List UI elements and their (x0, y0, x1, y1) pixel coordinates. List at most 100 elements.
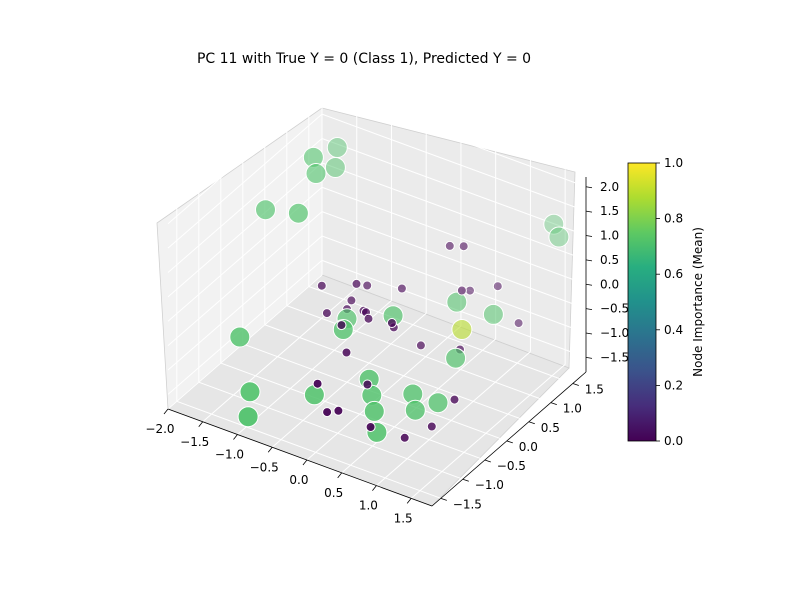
x-tick-label: −0.5 (250, 460, 279, 474)
y-tick-label: −1.0 (475, 478, 504, 492)
z-grid-back (321, 138, 587, 236)
x-tick-label: −1.0 (215, 448, 244, 462)
z-tick-label: 0.0 (600, 277, 619, 291)
z-tick-mark (585, 186, 593, 189)
x-tick-mark (163, 408, 169, 415)
point-important (445, 347, 467, 369)
z-tick-label: −1.5 (600, 350, 629, 364)
point-low (316, 280, 327, 291)
point-important (326, 137, 348, 158)
point-low (321, 308, 332, 319)
grid-lines (167, 80, 587, 499)
y-axis-line (431, 371, 587, 507)
point-low (346, 295, 357, 306)
point-low (492, 281, 503, 292)
point-low (444, 240, 455, 251)
z-grid-left (167, 259, 323, 395)
z-tick-label: −1.0 (600, 326, 629, 340)
z-tick-label: 0.5 (600, 253, 619, 267)
z-tick-mark (585, 356, 593, 359)
z-tick-label: 2.0 (600, 180, 619, 194)
y-tick-mark (484, 459, 491, 463)
y-tick-mark (440, 497, 447, 501)
y-tick-label: −1.5 (453, 497, 482, 511)
point-important (255, 199, 276, 221)
x-grid-floor (410, 363, 566, 499)
point-low (426, 421, 437, 432)
colorbar-gradient (627, 162, 657, 442)
z-grid-left (167, 89, 323, 225)
point-low (333, 405, 344, 416)
point-low (341, 347, 352, 358)
axes: −2.0−1.5−1.0−0.50.00.51.01.5−1.5−1.0−0.5… (145, 177, 629, 525)
colorbar-tick-label: 0.8 (664, 212, 683, 226)
point-important (303, 384, 325, 406)
z-grid-left (167, 113, 323, 249)
point-important (427, 392, 449, 414)
x-tick-mark (337, 472, 342, 479)
x-tick-label: 0.0 (289, 473, 308, 487)
z-grid-back (321, 89, 587, 188)
z-grid-back (321, 211, 587, 310)
point-important (305, 163, 327, 184)
x-tick-mark (372, 485, 377, 491)
z-tick-mark (585, 235, 593, 237)
colorbar: 0.0 0.2 0.4 0.6 0.8 1.0 Node Importance (Mean… (627, 156, 705, 448)
x-tick-label: 1.5 (394, 511, 413, 525)
x-tick-mark (406, 498, 412, 504)
x-tick-label: −2.0 (145, 422, 174, 436)
data-points (229, 137, 570, 443)
x-tick-mark (302, 459, 308, 466)
z-tick-label: 1.5 (600, 204, 619, 218)
z-grid-left (167, 235, 323, 371)
point-low (396, 283, 407, 294)
point-low (365, 422, 376, 432)
y-tick-label: −0.5 (497, 459, 526, 473)
y-grid-floor (264, 324, 529, 423)
point-low (336, 320, 347, 331)
x-grid-floor (306, 325, 462, 461)
colorbar-tick-label: 0.0 (664, 434, 683, 448)
point-important (451, 319, 473, 340)
x-tick-label: 0.5 (324, 486, 343, 500)
y-tick-label: 0.5 (541, 421, 560, 435)
point-low (362, 379, 373, 390)
point-important (548, 226, 570, 248)
x-grid-floor (376, 351, 531, 486)
y-grid-floor (220, 362, 485, 461)
y-grid-floor (176, 400, 441, 499)
point-important (237, 406, 259, 428)
z-tick-mark (585, 308, 593, 311)
point-important (482, 303, 504, 325)
colorbar-label: Node Importance (Mean) (691, 227, 705, 377)
colorbar-tick-label: 0.4 (664, 323, 683, 337)
point-low (458, 241, 469, 252)
point-low (362, 280, 373, 291)
z-grid-back (321, 162, 587, 261)
point-important (543, 213, 565, 235)
point-low (312, 378, 323, 389)
x-tick-label: −1.5 (180, 435, 209, 449)
x-tick-mark (267, 447, 273, 453)
y-tick-mark (462, 478, 469, 482)
z-tick-label: −0.5 (600, 302, 629, 316)
x-tick-mark (233, 434, 238, 440)
point-low (415, 340, 426, 351)
colorbar-tick-label: 0.2 (664, 378, 683, 392)
point-important (446, 291, 468, 313)
z-grid-back (321, 235, 587, 334)
z-grid-left (167, 211, 323, 347)
point-low (399, 432, 410, 443)
point-important (239, 381, 261, 403)
point-low (456, 285, 467, 296)
point-low (449, 394, 460, 405)
colorbar-tick-label: 1.0 (664, 156, 683, 170)
point-important (287, 202, 309, 224)
y-tick-label: 1.5 (585, 382, 604, 396)
x-axis-line (167, 408, 433, 507)
chart-title: PC 11 with True Y = 0 (Class 1), Predict… (197, 51, 531, 67)
point-low (513, 318, 524, 329)
colorbar-tick-label: 0.6 (664, 267, 683, 281)
point-important (324, 157, 346, 178)
